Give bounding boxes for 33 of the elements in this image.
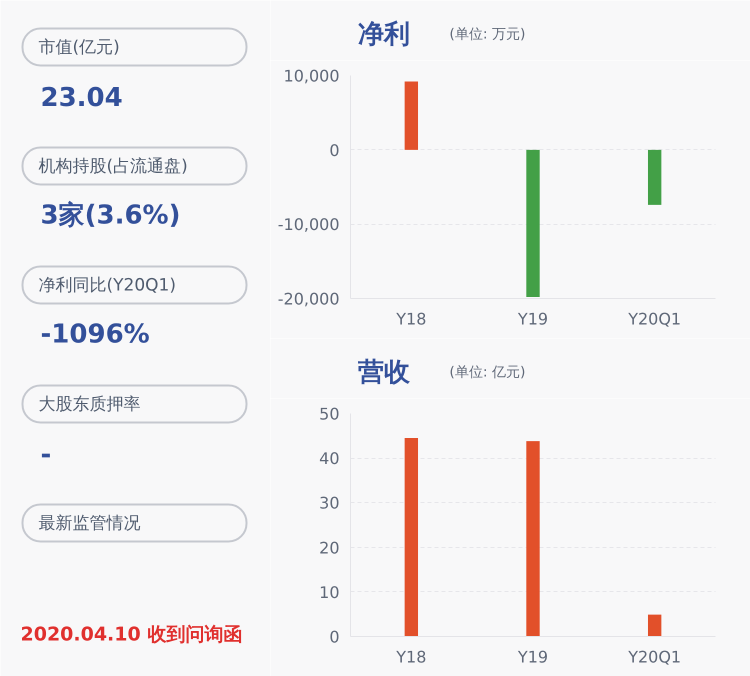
bar xyxy=(648,614,662,636)
x-tick-label: Y19 xyxy=(516,648,548,666)
y-tick-label: 10 xyxy=(319,582,340,602)
x-tick-label: Y18 xyxy=(395,310,426,328)
text: 净利同比(Y20Q1) xyxy=(38,276,176,296)
chart-title: 净利 xyxy=(358,20,410,50)
text: 最新监管情况 xyxy=(38,514,140,534)
y-tick-label: 50 xyxy=(319,404,340,424)
y-tick-label: -20,000 xyxy=(278,290,340,308)
text: 3家(3.6%) xyxy=(40,200,180,230)
y-tick-label: 0 xyxy=(329,140,340,160)
bar xyxy=(526,441,540,636)
x-tick-label: Y20Q1 xyxy=(627,648,682,666)
y-tick-label: -10,000 xyxy=(278,215,340,234)
y-tick-label: 20 xyxy=(319,538,340,558)
text: -1096% xyxy=(40,320,150,350)
y-tick-label: 0 xyxy=(329,628,340,646)
text: 大股东质押率 xyxy=(38,394,140,414)
x-tick-label: Y19 xyxy=(516,310,548,328)
y-tick-label: 10,000 xyxy=(284,66,340,86)
y-tick-label: 30 xyxy=(319,494,340,513)
chart-subtitle: (单位: 万元) xyxy=(449,26,526,42)
text: 23.04 xyxy=(40,83,123,113)
y-tick-label: 40 xyxy=(319,449,340,468)
x-tick-label: Y20Q1 xyxy=(627,310,682,328)
text: 市值(亿元) xyxy=(38,38,120,58)
chart-title: 营收 xyxy=(357,358,412,388)
text: 机构持股(占流通盘) xyxy=(38,156,188,176)
bar xyxy=(404,438,418,636)
x-tick-label: Y18 xyxy=(395,648,426,666)
chart-subtitle: (单位: 亿元) xyxy=(449,364,526,380)
text: - xyxy=(40,440,52,470)
text: 2020.04.10 收到问询函 xyxy=(20,624,242,646)
